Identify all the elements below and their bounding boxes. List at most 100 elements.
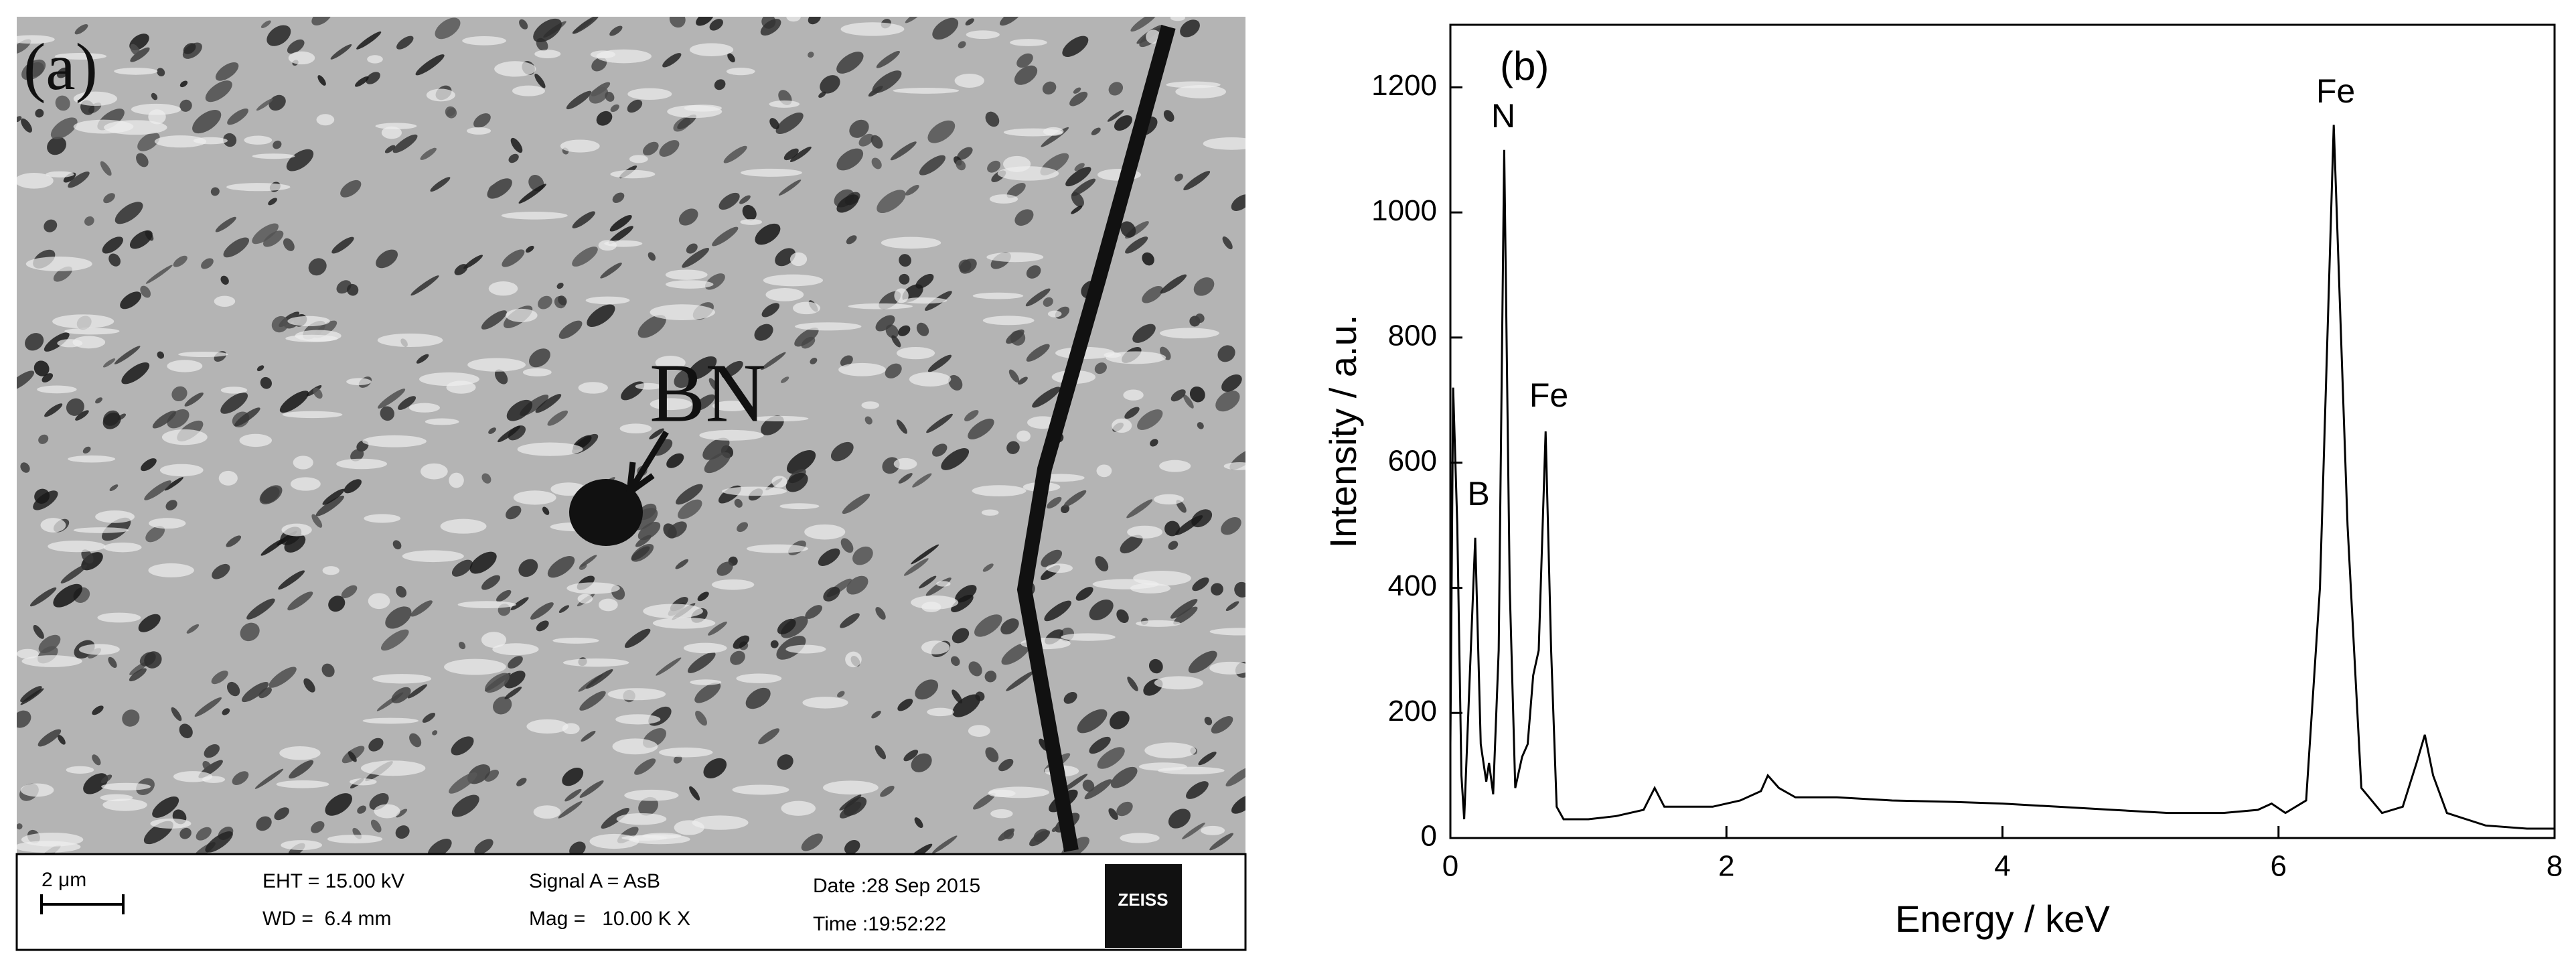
pore — [558, 605, 570, 613]
pore — [955, 585, 977, 603]
x-tick-label: 0 — [1442, 850, 1458, 883]
pore — [794, 328, 819, 347]
pore — [1069, 91, 1088, 107]
highlight — [927, 707, 954, 717]
pore — [1008, 369, 1020, 383]
pore — [179, 723, 193, 739]
info-text: Mag = 10.00 K X — [529, 908, 690, 930]
pore — [538, 295, 552, 309]
pore — [1061, 504, 1070, 514]
pore — [899, 254, 911, 267]
pore — [384, 145, 396, 153]
highlight — [57, 339, 83, 348]
pore — [256, 816, 272, 831]
pore — [256, 98, 273, 111]
highlight — [665, 280, 714, 289]
pore — [84, 216, 94, 226]
pore — [667, 521, 687, 539]
scale-label: 2 μm — [42, 869, 86, 891]
highlight — [322, 566, 339, 575]
highlight — [966, 30, 1000, 40]
pore — [1032, 387, 1061, 408]
pore — [321, 663, 335, 677]
pore — [1197, 422, 1204, 429]
pore — [260, 538, 285, 556]
panel-label: (a) — [23, 29, 98, 104]
pore — [896, 419, 907, 434]
pore — [985, 747, 999, 762]
pore — [130, 44, 140, 56]
pore — [1107, 110, 1124, 122]
pore — [842, 493, 870, 514]
pore — [789, 146, 812, 162]
pore — [836, 194, 859, 213]
pore — [506, 399, 533, 421]
highlight — [73, 91, 117, 107]
pore — [1225, 601, 1239, 612]
pore — [758, 728, 780, 745]
pore — [496, 589, 512, 602]
pore — [1180, 19, 1200, 38]
highlight — [1166, 81, 1221, 88]
pore — [313, 387, 323, 399]
pore — [220, 392, 248, 414]
pore — [1175, 173, 1183, 182]
pore — [487, 178, 512, 199]
highlight — [72, 336, 106, 349]
pore — [1108, 82, 1124, 96]
pore — [202, 760, 212, 772]
pore — [100, 161, 112, 176]
pore — [518, 559, 538, 577]
pore — [494, 369, 508, 385]
pore — [536, 620, 549, 632]
peak-label: N — [1491, 97, 1515, 135]
pore — [55, 95, 70, 111]
pore — [1126, 499, 1153, 518]
pore — [1170, 599, 1198, 619]
pore — [38, 634, 61, 653]
highlight — [214, 295, 236, 307]
pore — [232, 771, 249, 785]
pore — [558, 320, 583, 339]
pore — [1071, 205, 1083, 214]
highlight — [426, 88, 455, 102]
pore — [508, 153, 519, 163]
pore — [289, 760, 314, 779]
pore — [1025, 288, 1051, 307]
highlight — [1170, 17, 1185, 21]
pore — [1142, 285, 1163, 303]
pore — [1195, 313, 1205, 323]
pore — [905, 17, 923, 23]
spectrum-chart: 0 2 4 6 8 0 200 400 600 800 1000 1200 Energy / keV In… — [1322, 23, 2563, 940]
pore — [171, 386, 187, 402]
pore — [223, 133, 237, 147]
pore — [1071, 178, 1096, 196]
pore — [898, 325, 911, 336]
pore — [830, 441, 854, 462]
pore — [303, 678, 315, 693]
highlight — [909, 372, 952, 387]
pore — [580, 555, 597, 567]
pore — [950, 656, 960, 667]
pore — [958, 41, 966, 49]
highlight — [577, 594, 593, 604]
highlight — [440, 518, 487, 534]
pore — [1114, 115, 1132, 131]
highlight — [327, 835, 383, 843]
pore — [872, 70, 902, 94]
pore — [1116, 609, 1129, 624]
highlight — [239, 433, 272, 447]
pore — [682, 247, 710, 268]
highlight — [746, 544, 809, 553]
pore — [987, 160, 1001, 173]
highlight — [218, 470, 238, 486]
pore — [164, 477, 183, 491]
pore — [252, 223, 279, 245]
pore — [510, 137, 523, 153]
pore — [29, 587, 57, 607]
pore — [392, 134, 418, 153]
pore — [279, 391, 309, 413]
highlight — [1043, 127, 1064, 136]
highlight — [1154, 676, 1203, 690]
